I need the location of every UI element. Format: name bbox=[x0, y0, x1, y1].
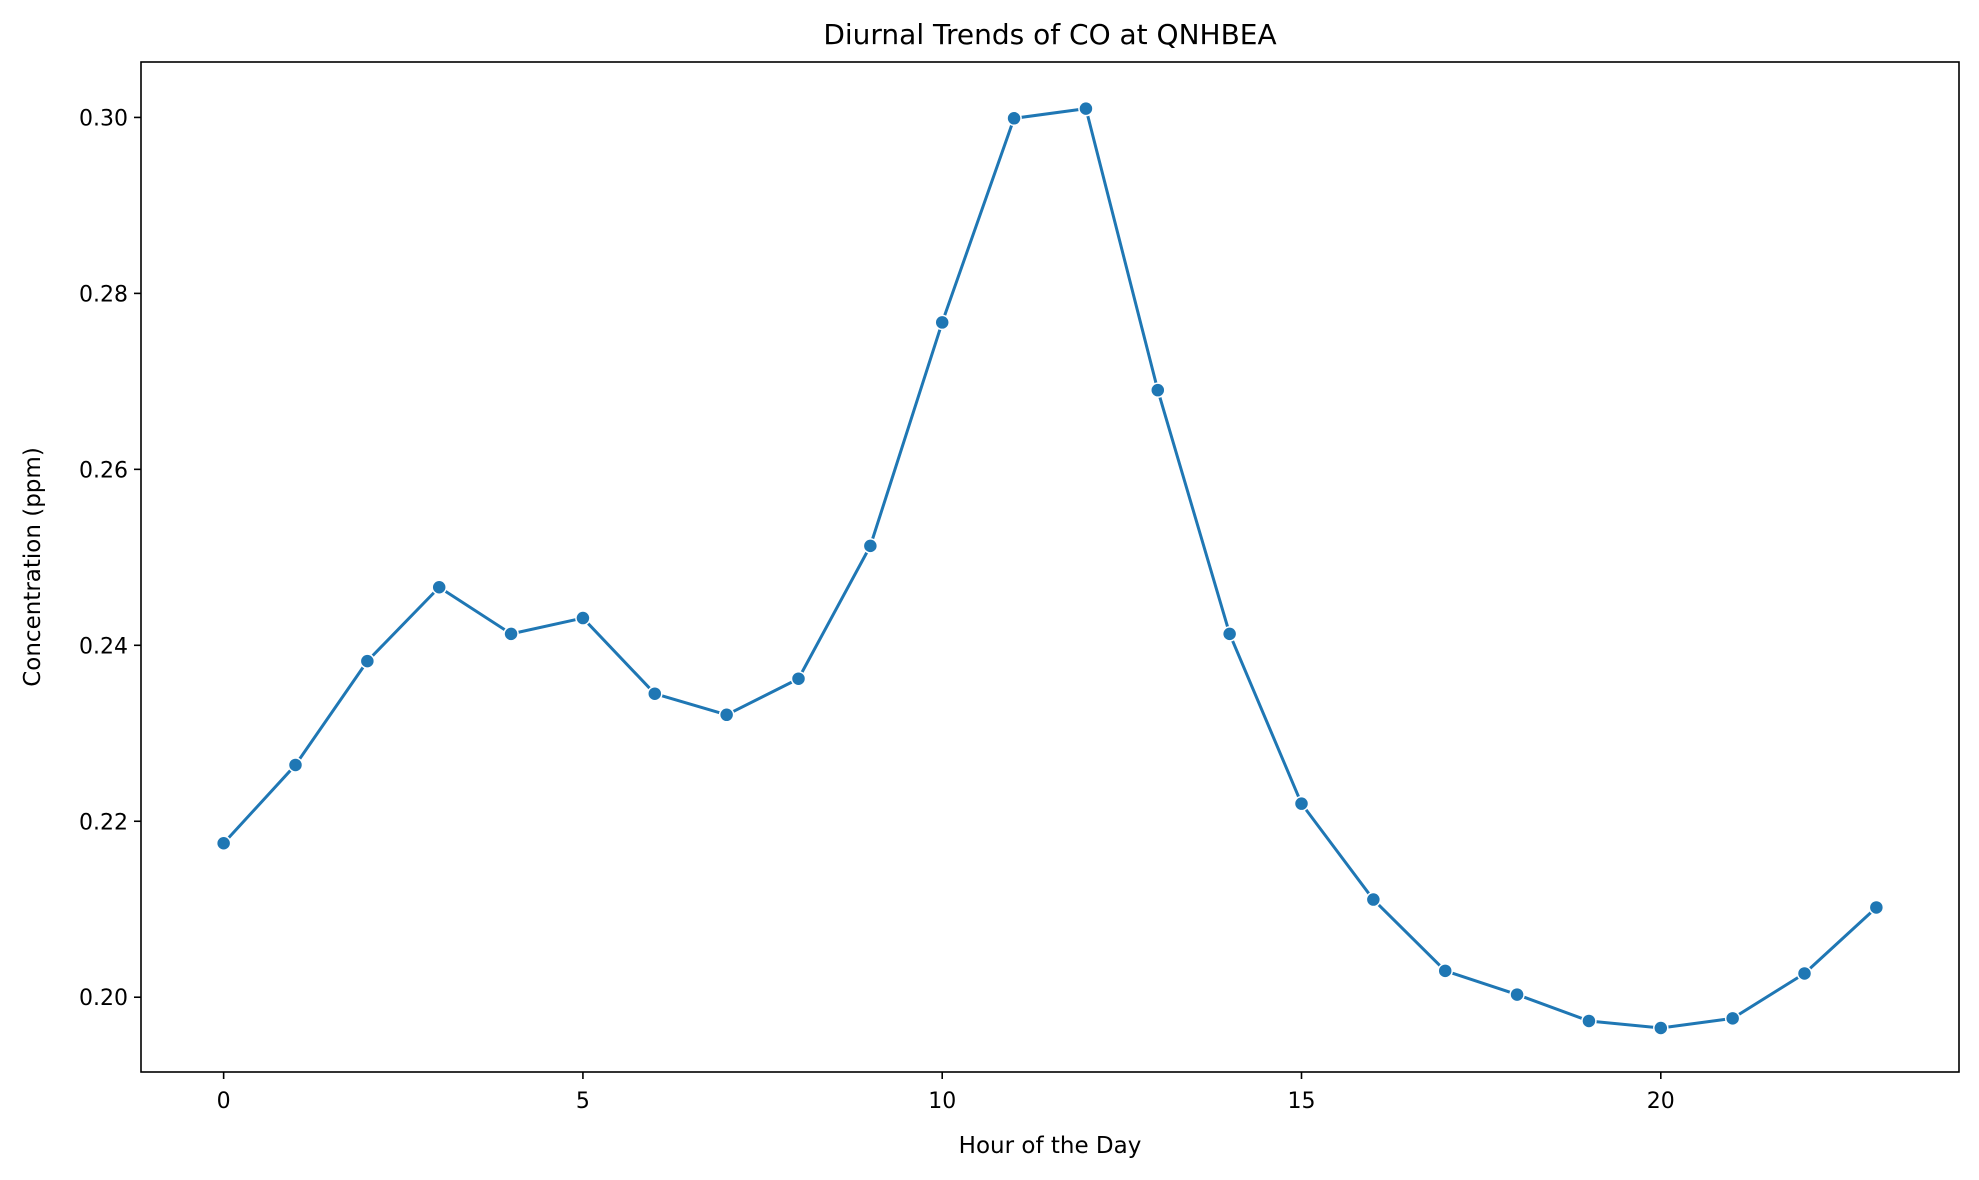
chart-title: Diurnal Trends of CO at QNHBEA bbox=[823, 18, 1276, 51]
series-layer bbox=[215, 100, 1885, 1036]
x-tick-label: 15 bbox=[1288, 1089, 1316, 1114]
y-axis: 0.20 0.22 0.24 0.26 0.28 0.30 bbox=[79, 106, 141, 1011]
series-line bbox=[222, 107, 1878, 1030]
y-tick-label: 0.20 bbox=[79, 986, 128, 1011]
y-tick-label: 0.26 bbox=[79, 458, 128, 483]
x-tick-label: 10 bbox=[928, 1089, 956, 1114]
y-tick-label: 0.22 bbox=[79, 810, 128, 835]
data-point bbox=[1868, 899, 1885, 916]
data-point bbox=[215, 835, 232, 851]
x-axis-title: Hour of the Day bbox=[959, 1133, 1142, 1159]
y-axis-title: Concentration (ppm) bbox=[20, 447, 46, 687]
x-tick-label: 20 bbox=[1647, 1089, 1675, 1114]
data-point bbox=[359, 653, 376, 669]
data-point bbox=[1365, 891, 1382, 908]
plot-area-frame bbox=[140, 61, 1960, 1073]
data-point bbox=[1653, 1020, 1669, 1036]
x-axis: 0 5 10 15 20 bbox=[217, 1072, 1675, 1114]
y-tick-label: 0.28 bbox=[79, 282, 128, 307]
data-point bbox=[934, 314, 950, 331]
data-point bbox=[1581, 1013, 1597, 1029]
data-point bbox=[1724, 1010, 1741, 1027]
x-tick-label: 5 bbox=[576, 1089, 590, 1114]
data-point bbox=[647, 685, 663, 702]
data-point bbox=[1796, 965, 1813, 982]
data-point bbox=[1221, 626, 1238, 642]
data-point bbox=[431, 579, 447, 595]
x-tick-label: 0 bbox=[217, 1089, 231, 1114]
data-point bbox=[503, 626, 519, 642]
y-tick-label: 0.24 bbox=[79, 634, 128, 659]
data-point bbox=[1437, 963, 1453, 979]
data-point bbox=[862, 538, 879, 554]
data-point bbox=[718, 707, 735, 723]
data-point bbox=[790, 670, 807, 687]
y-tick-label: 0.30 bbox=[79, 106, 128, 131]
data-point bbox=[1509, 986, 1525, 1003]
data-point bbox=[1150, 382, 1166, 398]
data-point bbox=[287, 757, 304, 773]
data-point bbox=[1006, 110, 1022, 127]
data-point bbox=[1293, 795, 1310, 812]
data-point bbox=[575, 610, 591, 626]
data-point bbox=[1078, 100, 1094, 117]
